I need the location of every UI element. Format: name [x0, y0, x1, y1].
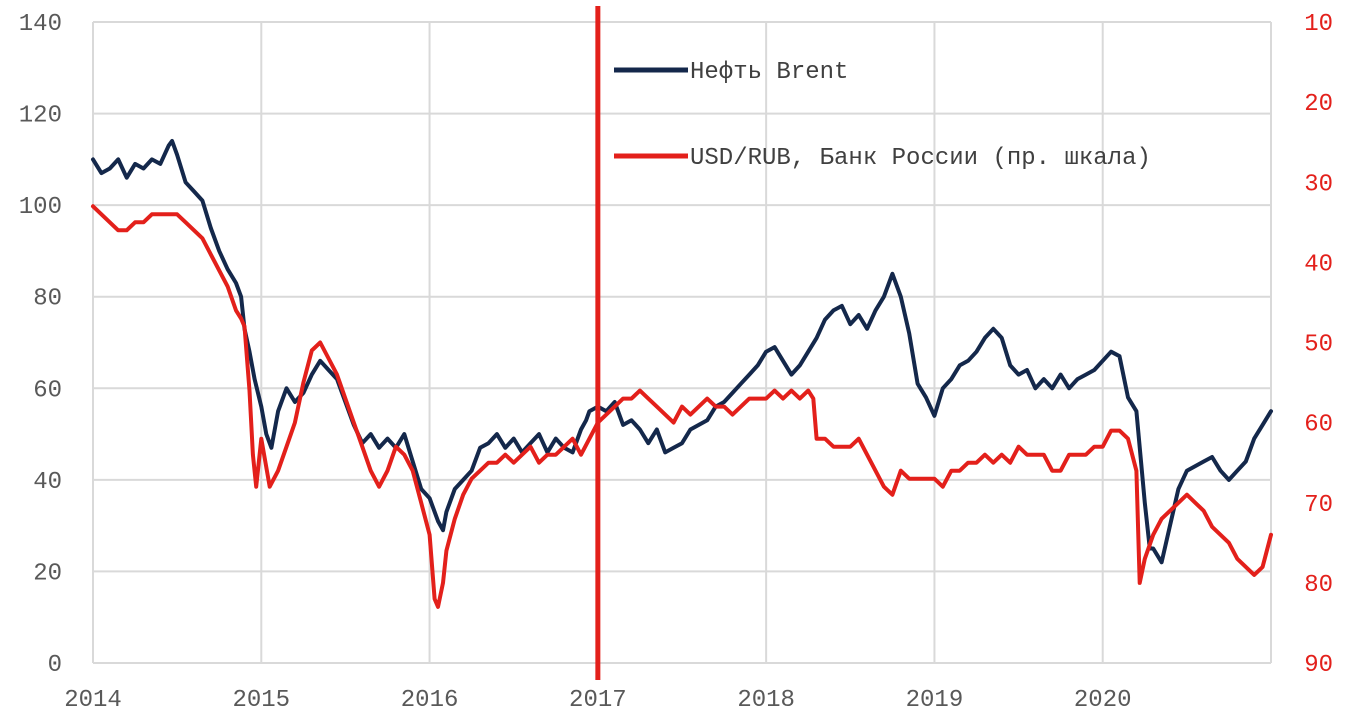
x-tick-label: 2019 — [906, 687, 964, 714]
left-tick-label: 100 — [19, 194, 62, 221]
right-tick-label: 80 — [1304, 572, 1333, 599]
right-tick-label: 50 — [1304, 332, 1333, 359]
vertical-gridlines — [92, 22, 1272, 663]
right-tick-label: 70 — [1304, 492, 1333, 519]
series-layer — [91, 139, 1273, 609]
x-tick-label: 2020 — [1074, 687, 1132, 714]
x-tick-label: 2014 — [64, 687, 122, 714]
right-tick-label: 40 — [1304, 251, 1333, 278]
left-axis-ticks: 0 20 40 60 80 100 120 140 — [19, 11, 62, 679]
left-tick-label: 40 — [33, 469, 62, 496]
right-tick-label: 90 — [1304, 652, 1333, 679]
left-tick-label: 80 — [33, 286, 62, 313]
x-axis-ticks: 2014 2015 2016 2017 2018 2019 2020 — [64, 687, 1131, 714]
x-tick-label: 2018 — [737, 687, 795, 714]
x-tick-label: 2017 — [569, 687, 627, 714]
series-line-usdrub — [91, 204, 1273, 609]
right-axis-ticks: 10 20 30 40 50 60 70 80 90 — [1304, 11, 1333, 679]
legend-label-brent: Нефть Brent — [690, 59, 848, 86]
series-line-brent — [91, 139, 1273, 565]
x-tick-label: 2016 — [401, 687, 459, 714]
right-tick-label: 20 — [1304, 91, 1333, 118]
right-tick-label: 60 — [1304, 412, 1333, 439]
legend-item-usdrub: USD/RUB, Банк России (пр. шкала) — [614, 145, 1151, 172]
legend: Нефть Brent USD/RUB, Банк России (пр. шк… — [614, 59, 1151, 172]
left-tick-label: 140 — [19, 11, 62, 38]
left-tick-label: 20 — [33, 560, 62, 587]
left-tick-label: 60 — [33, 377, 62, 404]
right-tick-label: 10 — [1304, 11, 1333, 38]
left-tick-label: 120 — [19, 103, 62, 130]
left-tick-label: 0 — [48, 652, 62, 679]
right-tick-label: 30 — [1304, 171, 1333, 198]
legend-item-brent: Нефть Brent — [614, 59, 848, 86]
legend-label-usdrub: USD/RUB, Банк России (пр. шкала) — [690, 145, 1151, 172]
horizontal-gridlines — [93, 21, 1271, 664]
x-tick-label: 2015 — [232, 687, 290, 714]
